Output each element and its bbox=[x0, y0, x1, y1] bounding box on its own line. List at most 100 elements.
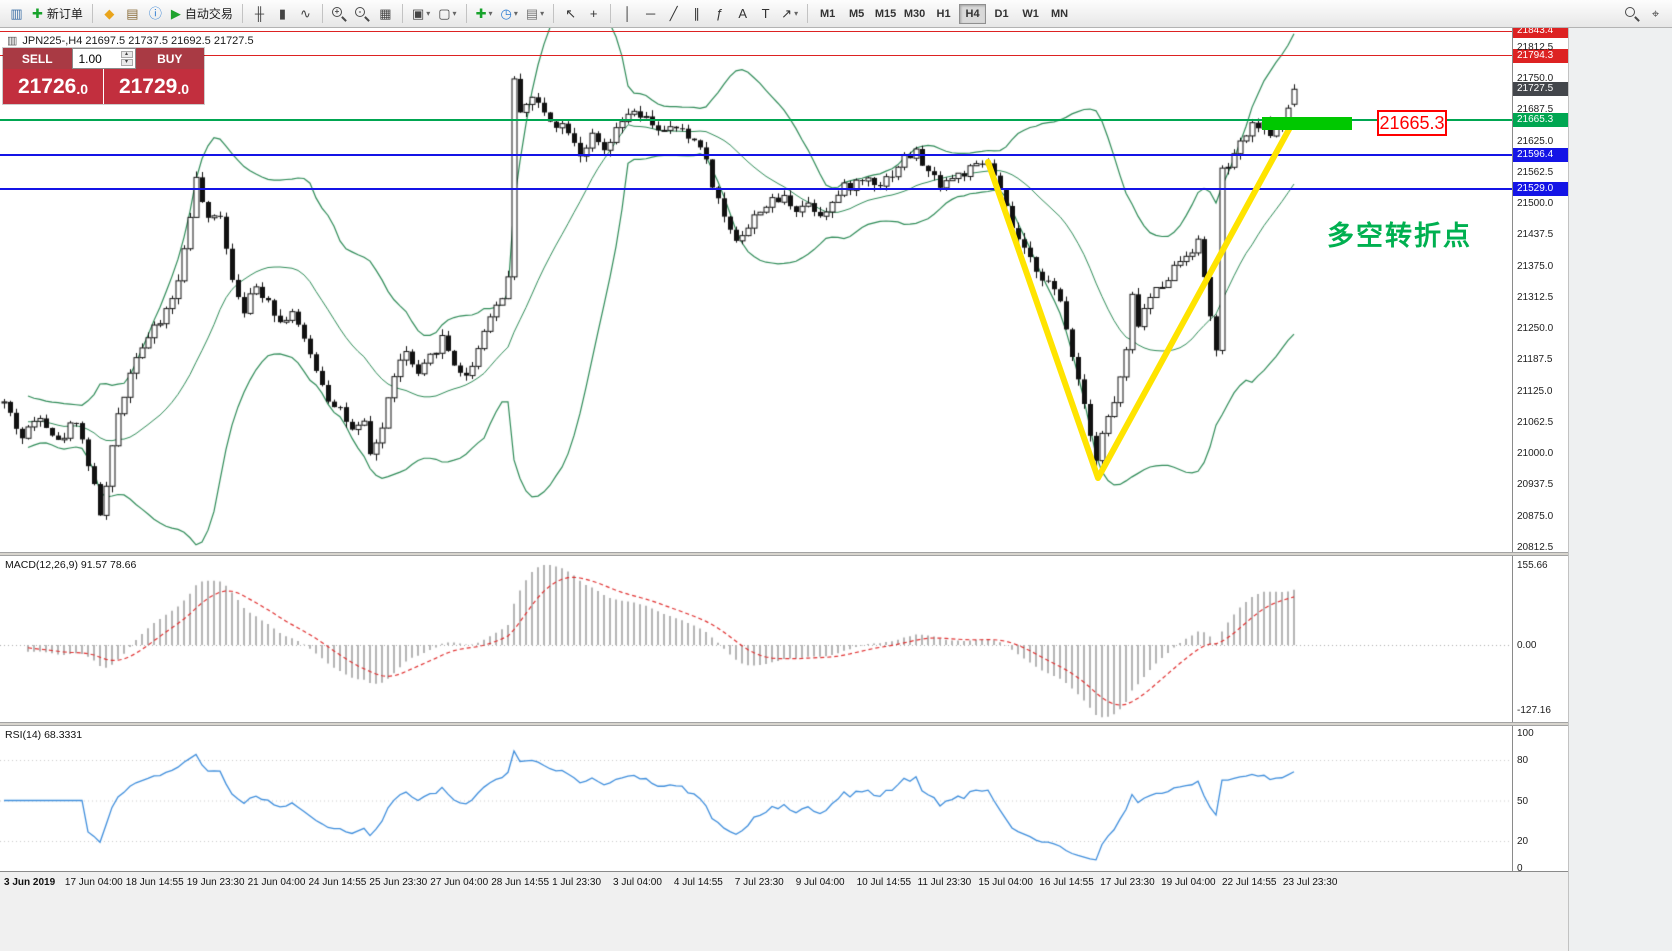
data-window-button-icon: ⓘ bbox=[148, 6, 162, 21]
zoom-out-button[interactable]: - bbox=[351, 3, 374, 25]
pivot-annotation-text[interactable]: 多空转折点 bbox=[1327, 221, 1472, 251]
time-axis[interactable]: 3 Jun 2019 17 Jun 04:00 18 Jun 14:55 19 Jun… bbox=[0, 871, 1568, 895]
vertical-line-button[interactable]: │ bbox=[616, 3, 639, 25]
rsi-tick: 80 bbox=[1517, 755, 1529, 766]
time-tick: 19 Jul 04:00 bbox=[1161, 877, 1216, 888]
caret-down-icon: ▾ bbox=[488, 9, 493, 18]
app-chart-button[interactable]: ▥ bbox=[5, 3, 28, 25]
timeframe-d1[interactable]: D1 bbox=[994, 7, 1009, 20]
toolbar-separator bbox=[401, 4, 403, 23]
buy-button[interactable]: 21729 .0 bbox=[104, 69, 204, 104]
data-window-button[interactable]: ⓘ bbox=[144, 3, 167, 25]
price-tick: 21312.5 bbox=[1517, 291, 1554, 303]
timeframe-m1[interactable]: M1 bbox=[819, 7, 836, 20]
price-tick: 21625.0 bbox=[1517, 135, 1554, 147]
bar-chart-button[interactable]: ╫ bbox=[248, 3, 271, 25]
data-cursor-button-icon: ⌖ bbox=[1651, 6, 1660, 21]
volume-input[interactable]: 1.00 ▴ ▾ bbox=[71, 48, 136, 69]
time-tick: 21 Jun 04:00 bbox=[247, 877, 306, 888]
volume-down-button[interactable]: ▾ bbox=[120, 59, 133, 66]
sell-header[interactable]: SELL bbox=[3, 48, 72, 69]
arrows-button[interactable]: ↗ ▾ bbox=[777, 3, 802, 25]
timeframe-h4[interactable]: H4 bbox=[959, 3, 987, 24]
price-axis[interactable]: 21843.4 21794.3 21727.5 21665.3 21596.4 21529… bbox=[1512, 28, 1568, 552]
indicators-button-icon: ✚ bbox=[475, 6, 487, 21]
trendline-button-icon: ╱ bbox=[669, 6, 678, 21]
price-tick: 21000.0 bbox=[1517, 448, 1554, 459]
new-order-button[interactable]: ✚ 新订单 bbox=[28, 3, 87, 25]
zoom-in-button[interactable]: + bbox=[328, 3, 351, 25]
price-tick: 21500.0 bbox=[1517, 198, 1554, 209]
rsi-chart[interactable] bbox=[0, 726, 1512, 871]
search-button[interactable] bbox=[1621, 3, 1644, 25]
price-callout-label[interactable]: 21665.3 bbox=[1377, 110, 1447, 136]
time-tick: 3 Jun 2019 bbox=[4, 877, 56, 888]
support-line-1[interactable] bbox=[0, 153, 1512, 156]
channel-button[interactable]: ∥ bbox=[685, 3, 708, 25]
price-tick: 21562.5 bbox=[1517, 166, 1554, 178]
macd-panel: MACD(12,26,9) 91.57 78.66 155.66 0.00 -127… bbox=[0, 556, 1568, 722]
price-tick: 21812.5 bbox=[1517, 41, 1554, 53]
price-tick: 21187.5 bbox=[1517, 354, 1553, 366]
support-line-2[interactable] bbox=[0, 187, 1512, 190]
new-chart-button[interactable]: ◆ bbox=[98, 3, 121, 25]
tile-windows-button[interactable]: ▦ bbox=[374, 3, 397, 25]
chart-doc-icon: ▥ bbox=[7, 35, 18, 47]
macd-chart[interactable] bbox=[0, 556, 1512, 722]
timeframe-h1[interactable]: H1 bbox=[936, 7, 951, 20]
toolbar-separator bbox=[91, 4, 93, 23]
panel-splitter[interactable] bbox=[0, 722, 1568, 726]
candlestick-chart[interactable] bbox=[0, 28, 1512, 552]
line-chart-button[interactable]: ∿ bbox=[294, 3, 317, 25]
macd-axis[interactable]: 155.66 0.00 -127.16 bbox=[1512, 556, 1568, 722]
candlestick-chart-button-icon: ▮ bbox=[278, 6, 287, 21]
autotrading-button[interactable]: ▶ 自动交易 bbox=[167, 3, 237, 25]
price-tick: 20875.0 bbox=[1517, 510, 1554, 522]
arrange-windows-button[interactable]: ▢ ▾ bbox=[434, 3, 460, 25]
horizontal-line-button[interactable]: ─ bbox=[639, 3, 662, 25]
fibonacci-button[interactable]: ƒ bbox=[708, 3, 731, 25]
text-label-button[interactable]: T bbox=[754, 3, 777, 25]
trendline-button[interactable]: ╱ bbox=[662, 3, 685, 25]
time-tick: 16 Jul 14:55 bbox=[1039, 877, 1094, 888]
timeframe-m15[interactable]: M15 bbox=[874, 7, 897, 20]
indicators-button[interactable]: ✚ ▾ bbox=[472, 3, 497, 25]
volume-up-button[interactable]: ▴ bbox=[120, 51, 133, 58]
pivot-line[interactable] bbox=[0, 119, 1512, 122]
channel-button-icon: ∥ bbox=[693, 6, 700, 21]
tile-windows-button-icon: ▦ bbox=[379, 6, 392, 21]
timeframe-w1[interactable]: W1 bbox=[1022, 7, 1039, 20]
new-order-button-label: 新订单 bbox=[46, 7, 83, 21]
profiles-button[interactable]: ▤ bbox=[121, 3, 144, 25]
crosshair-button[interactable]: + bbox=[582, 3, 605, 25]
pivot-highlight-bar[interactable] bbox=[1262, 117, 1352, 130]
text-button[interactable]: A bbox=[731, 3, 754, 25]
sell-button[interactable]: 21726 .0 bbox=[3, 69, 103, 104]
data-cursor-button[interactable]: ⌖ bbox=[1644, 3, 1667, 25]
price-tick: 21375.0 bbox=[1517, 260, 1554, 272]
resistance-line[interactable] bbox=[0, 55, 1512, 57]
toolbar-separator bbox=[807, 4, 809, 23]
magnifier-icon: + bbox=[331, 6, 347, 22]
time-tick: 28 Jun 14:55 bbox=[491, 877, 550, 888]
timeframe-m30[interactable]: M30 bbox=[903, 7, 926, 20]
resistance-line-price-tag: 21794.3 bbox=[1513, 48, 1568, 63]
magnifier-icon: - bbox=[354, 6, 370, 22]
price-tick: 21062.5 bbox=[1517, 416, 1554, 428]
high-resistance-line[interactable] bbox=[0, 30, 1512, 32]
price-tick: 21687.5 bbox=[1517, 104, 1554, 116]
buy-header[interactable]: BUY bbox=[135, 48, 204, 69]
cursor-button[interactable]: ↖ bbox=[559, 3, 582, 25]
rsi-axis[interactable]: 100 80 50 20 0 bbox=[1512, 726, 1568, 871]
cascade-windows-button[interactable]: ▣ ▾ bbox=[408, 3, 434, 25]
timeframe-mn[interactable]: MN bbox=[1051, 7, 1069, 20]
templates-button[interactable]: ▤ ▾ bbox=[522, 3, 548, 25]
candlestick-chart-button[interactable]: ▮ bbox=[271, 3, 294, 25]
macd-tick: 0.00 bbox=[1517, 640, 1537, 651]
time-tick: 19 Jun 23:30 bbox=[186, 877, 245, 888]
periods-button[interactable]: ◷ ▾ bbox=[496, 3, 521, 25]
vertical-line-button-icon: │ bbox=[623, 6, 632, 21]
timeframe-m5[interactable]: M5 bbox=[848, 7, 865, 20]
panel-splitter[interactable] bbox=[0, 552, 1568, 556]
